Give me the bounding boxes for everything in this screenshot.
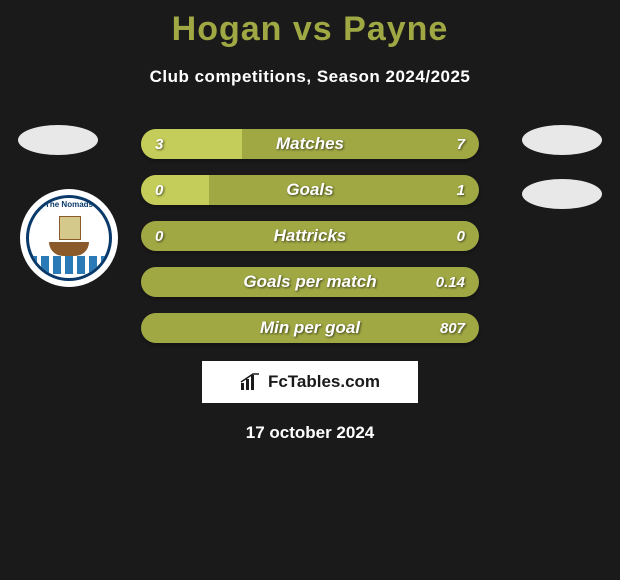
stat-row-min-per-goal: Min per goal 807 [141,313,479,343]
club-crest-ship-icon [41,216,97,256]
player-left-badge-1 [18,125,98,155]
player-right-badge-1 [522,125,602,155]
stat-label: Hattricks [141,221,479,251]
stat-row-hattricks: 0 Hattricks 0 [141,221,479,251]
bar-chart-icon [240,373,262,391]
club-crest-inner: The Nomads [26,195,112,281]
stat-row-goals-per-match: Goals per match 0.14 [141,267,479,297]
club-crest-waves-icon [29,256,109,274]
source-logo: FcTables.com [202,361,418,403]
stat-label: Goals per match [141,267,479,297]
stat-row-goals: 0 Goals 1 [141,175,479,205]
stat-label: Min per goal [141,313,479,343]
stat-label: Goals [141,175,479,205]
stat-row-matches: 3 Matches 7 [141,129,479,159]
subtitle: Club competitions, Season 2024/2025 [0,67,620,87]
stat-right-value: 807 [440,313,465,343]
club-crest: The Nomads [20,189,118,287]
stats-area: The Nomads 3 Matches 7 0 Goals 1 0 Hattr… [0,129,620,443]
stat-label: Matches [141,129,479,159]
date: 17 october 2024 [0,423,620,443]
stat-right-value: 1 [457,175,465,205]
source-logo-text: FcTables.com [268,372,380,392]
stat-right-value: 0.14 [436,267,465,297]
stat-right-value: 7 [457,129,465,159]
player-right-badge-2 [522,179,602,209]
page-title: Hogan vs Payne [0,0,620,49]
stat-right-value: 0 [457,221,465,251]
club-crest-text: The Nomads [29,200,109,209]
stat-bars: 3 Matches 7 0 Goals 1 0 Hattricks 0 Goal… [141,129,479,343]
